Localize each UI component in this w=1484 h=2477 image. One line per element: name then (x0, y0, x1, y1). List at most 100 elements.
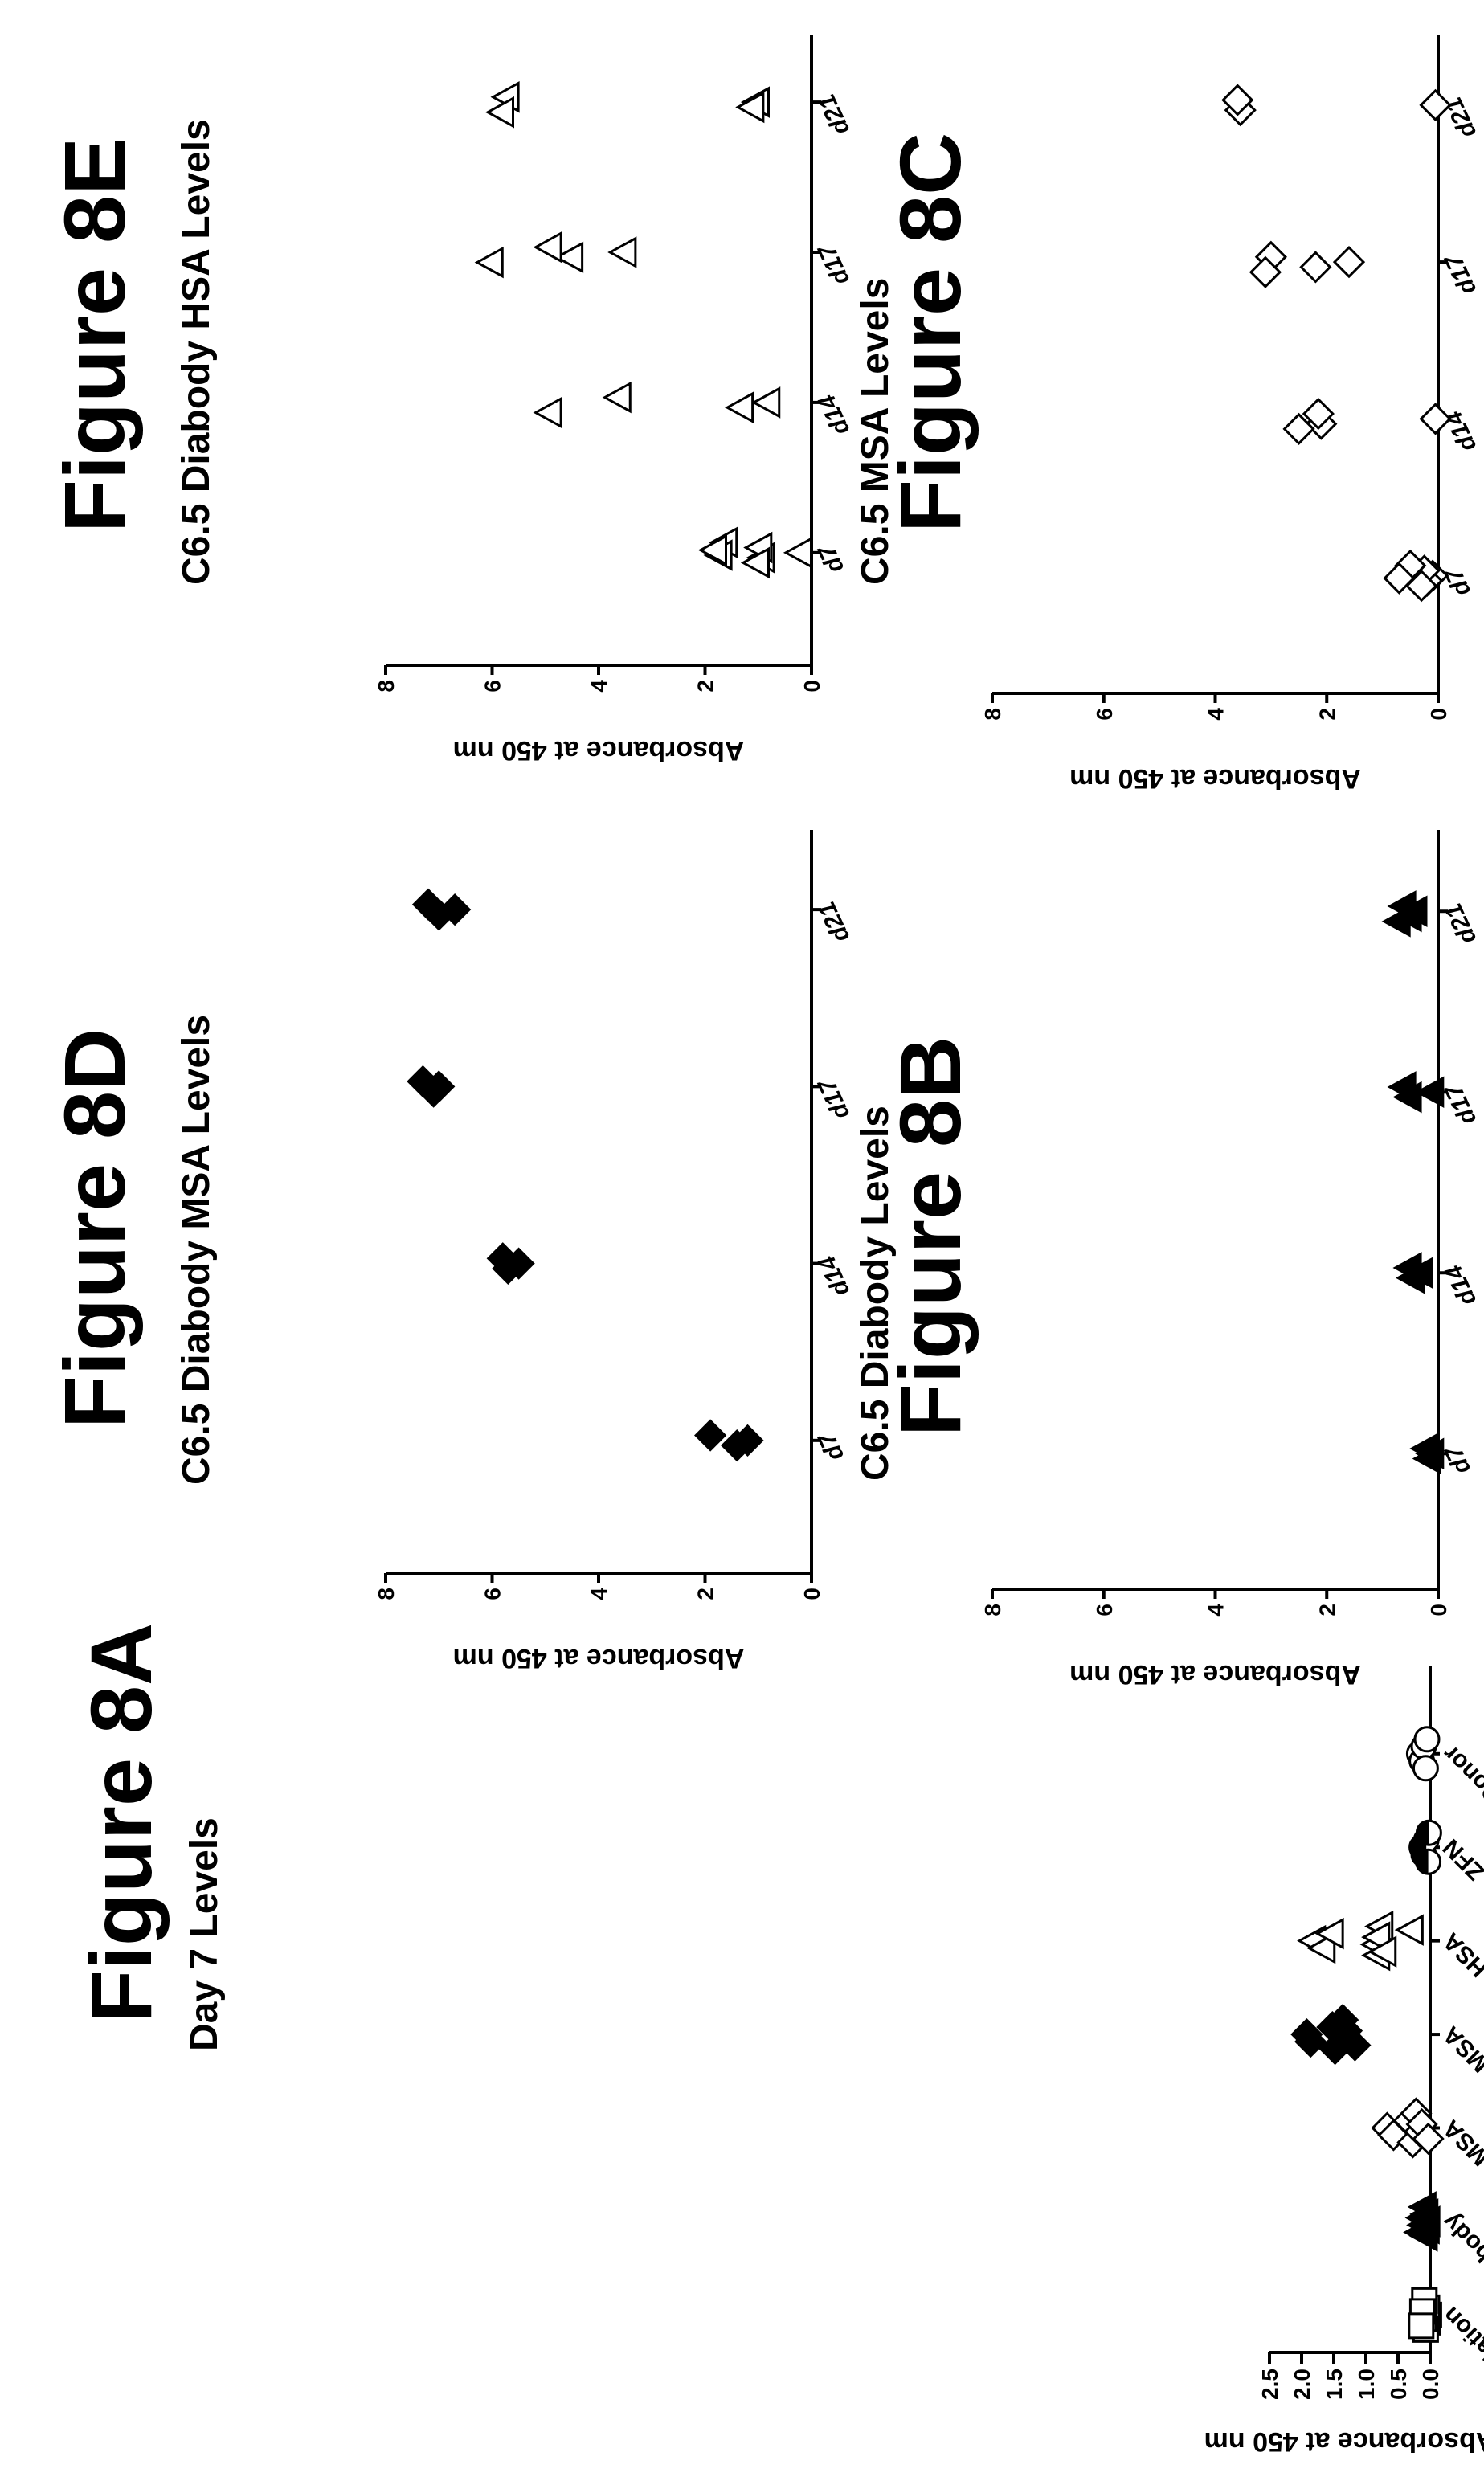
figure-8c-point (1419, 403, 1452, 435)
figure-8a-category-label: Donor (1437, 1740, 1484, 1809)
figure-8a-y-tick-label: 2.5 (1257, 2369, 1282, 2400)
figure-8a-category-label: ZFN (1438, 1833, 1484, 1886)
figure-8c-y-tick-label: 6 (1092, 708, 1117, 721)
figure-8b-point (1381, 905, 1411, 938)
figure-8c-point (1249, 255, 1282, 288)
figure-8e-y-tick-label: 6 (480, 680, 505, 693)
figure-8c-point (1383, 562, 1416, 595)
figure-8a-category-label: C6.5 MSA (1438, 2115, 1484, 2212)
figure-8d-title: C6.5 Diabody MSA Levels (175, 1015, 218, 1485)
figure-8a-point (1403, 2216, 1433, 2249)
figure-8e-title: C6.5 Diabody HSA Levels (175, 119, 218, 585)
figure-8d-category-label: d14 (813, 1251, 855, 1300)
figure-8e-y-axis-label: Absorbance at 450 nm (453, 735, 745, 766)
figure-8e-point (474, 246, 504, 279)
figure-8e-point (602, 381, 632, 414)
figure-8a-point (1412, 1755, 1439, 1782)
figure-8a-point (1394, 1914, 1424, 1946)
figure-8e-point (783, 537, 812, 569)
figure-8c-y-tick-label: 0 (1426, 708, 1451, 721)
figure-8e-point (533, 396, 562, 429)
figure-8b-title: C6.5 Diabody Levels (854, 1106, 897, 1481)
figure-8a-point (1294, 2025, 1327, 2058)
figure-8d-point (721, 1429, 754, 1462)
figure-8b-point (1409, 1433, 1439, 1465)
figure-8a-point (1339, 2029, 1372, 2062)
figure-8c-point (1221, 84, 1254, 116)
figure-8c-y-tick-label: 8 (980, 708, 1005, 721)
figure-8b-category-label: d17 (1440, 1079, 1482, 1129)
figure-8d-point (486, 1242, 519, 1275)
figure-8b-point (1392, 1252, 1422, 1284)
figure-8c-category-label: d17 (1440, 249, 1482, 299)
figure-8c-title: C6.5 MSA Levels (854, 278, 897, 585)
figure-8e-point (533, 231, 562, 264)
panel-8d: Figure 8D C6.5 Diabody MSA Levels 0 2 4 6 8 Abs… (46, 830, 855, 1674)
figure-8b-category-label: d7 (1440, 1441, 1476, 1478)
marker-half-fill (1416, 1850, 1429, 1874)
figure-8a-y-tick-label: 0.0 (1418, 2369, 1443, 2400)
figure-8a-y-tick-label: 0.5 (1386, 2369, 1411, 2400)
figure-8d-point (694, 1419, 727, 1452)
figure-8e-category-label: d17 (813, 239, 855, 289)
figure-8e-point (735, 91, 765, 124)
figure-8b-y-tick-label: 8 (980, 1604, 1005, 1617)
figure-8e-point (554, 241, 584, 274)
figure-8b-y-tick-label: 0 (1426, 1604, 1451, 1617)
figure-8d-category-label: d21 (813, 897, 855, 946)
figure-8a-point (1306, 1931, 1336, 1964)
figure-8d-category-label: d7 (813, 1428, 849, 1465)
figure-8b-label: Figure 8B (881, 1036, 979, 1437)
figure-8a-point (1314, 1917, 1344, 1950)
figure-8e-category-label: d14 (813, 390, 855, 439)
figure-8d-y-tick-label: 8 (374, 1588, 399, 1600)
figure-8e-point (607, 236, 637, 268)
figure-8d-label: Figure 8D (46, 1028, 143, 1429)
figure-8a-point (1415, 1819, 1442, 1846)
figure-8b-y-tick-label: 6 (1092, 1604, 1117, 1617)
figure-8c-y-tick-label: 4 (1204, 708, 1228, 721)
marker-half-fill (1417, 1821, 1429, 1845)
figure-8c-label: Figure 8C (881, 133, 979, 533)
figure-8a-category-label: Formulation (1438, 2301, 1484, 2418)
figure-8d-y-axis-label: Absorbance at 450 nm (453, 1643, 745, 1674)
figure-8a-y-tick-label: 2.0 (1290, 2369, 1314, 2400)
figure-8c-point (1419, 88, 1452, 121)
figure-8c-y-tick-label: 2 (1314, 708, 1339, 721)
figure-8b-y-tick-label: 4 (1204, 1604, 1228, 1617)
figure-8d-y-tick-label: 6 (480, 1588, 505, 1600)
figure-8b-point (1387, 1071, 1417, 1103)
figure-8e-point (484, 96, 514, 129)
figure-8d-point (407, 1065, 439, 1098)
panel-8a: Figure 8A Day 7 Levels 0.0 0.5 1.0 1.5 2.0 2.5 A… (72, 1623, 1484, 2457)
figure-8c-point (1332, 245, 1366, 279)
figure-8e-y-tick-label: 8 (374, 680, 399, 693)
figure-8d-y-tick-label: 4 (587, 1588, 611, 1600)
figure-8e-point (697, 533, 727, 566)
figure-8e-point (751, 386, 781, 419)
figure-8a-point (1367, 1935, 1397, 1968)
figure-8d-y-tick-label: 2 (693, 1588, 718, 1600)
figure-8e-y-tick-label: 2 (693, 680, 718, 693)
figure-8c-point (1302, 397, 1335, 431)
figure-8a-point (1412, 2122, 1445, 2156)
figure-8c-point (1299, 251, 1332, 284)
figure-8d-y-tick-label: 0 (799, 1588, 824, 1600)
figure-8d-category-label: d17 (813, 1073, 855, 1123)
figure-8b-point (1415, 1076, 1445, 1109)
figure-8e-y-tick-label: 0 (799, 680, 824, 693)
figure-8a-y-tick-label: 1.0 (1354, 2369, 1379, 2400)
figure-8c-point (1282, 412, 1315, 446)
figure-8e-category-label: d21 (813, 90, 855, 139)
figure-8c-y-axis-label: Absorbance at 450 nm (1069, 763, 1361, 794)
figure-8a-y-tick-label: 1.5 (1322, 2369, 1347, 2400)
figure-8e-category-label: d7 (813, 540, 849, 578)
figure-8d-point (411, 888, 445, 921)
figure-8e-label: Figure 8E (46, 137, 143, 533)
figure-8b-category-label: d21 (1440, 899, 1482, 948)
figure-8a-y-axis-label: Absorbance at 450 nm (1204, 2426, 1484, 2457)
figure-8a-point (1408, 2312, 1435, 2340)
